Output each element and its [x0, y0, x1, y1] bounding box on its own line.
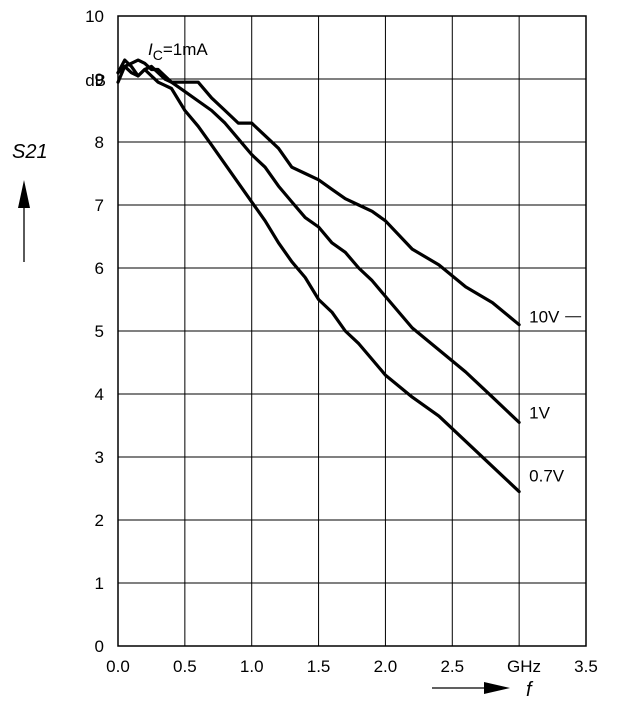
x-tick-label: 0.0 — [106, 657, 130, 676]
y-tick-label: 3 — [95, 448, 104, 467]
ic-subscript: C — [153, 47, 163, 63]
x-tick-label: 2.0 — [374, 657, 398, 676]
curves: 10V 1V 0.7V — [116, 58, 582, 494]
ic-symbol: I — [148, 40, 153, 59]
y-tick-label: 10 — [85, 7, 104, 26]
x-axis-arrow — [432, 682, 510, 694]
y-axis-arrow — [18, 180, 30, 262]
x-tick-label: 2.5 — [440, 657, 464, 676]
y-tick-label: 0 — [95, 637, 104, 656]
series-label-0p7v: 0.7V — [529, 467, 565, 486]
x-tick-label: 0.5 — [173, 657, 197, 676]
series-label-1v: 1V — [529, 403, 550, 422]
x-unit-label: GHz — [507, 657, 541, 676]
y-tick-label: 9 — [95, 70, 104, 89]
ic-value: =1mA — [163, 40, 209, 59]
y-tick-label: 2 — [95, 511, 104, 530]
y-tick-label: 4 — [95, 385, 104, 404]
y-tick-label: 5 — [95, 322, 104, 341]
plot-frame — [117, 15, 587, 647]
series-line-0p7v — [116, 58, 521, 494]
y-tick-label: 1 — [95, 574, 104, 593]
series-line-1v — [116, 58, 521, 424]
y-axis-title: S21 — [12, 141, 48, 163]
series-label-10v: 10V — [529, 308, 560, 327]
y-tick-label: 7 — [95, 196, 104, 215]
x-tick-label: 3.5 — [574, 657, 598, 676]
x-tick-label: 1.0 — [240, 657, 264, 676]
x-tick-label: 1.5 — [307, 657, 331, 676]
y-tick-label: 8 — [95, 133, 104, 152]
y-tick-label: 6 — [95, 259, 104, 278]
x-axis-symbol: f — [526, 679, 534, 701]
grid — [117, 15, 587, 647]
ic-annotation: IC=1mA — [148, 40, 208, 63]
y-axis-symbol: S21 — [12, 141, 48, 163]
tick-labels: 0 1 2 3 4 5 6 7 8 9 10 0.0 0.5 1.0 1.5 2.0 2.5 3.5 — [85, 7, 598, 676]
svg-text:IC=1mA: IC=1mA — [148, 40, 208, 63]
y-unit-label: dB — [85, 71, 106, 90]
